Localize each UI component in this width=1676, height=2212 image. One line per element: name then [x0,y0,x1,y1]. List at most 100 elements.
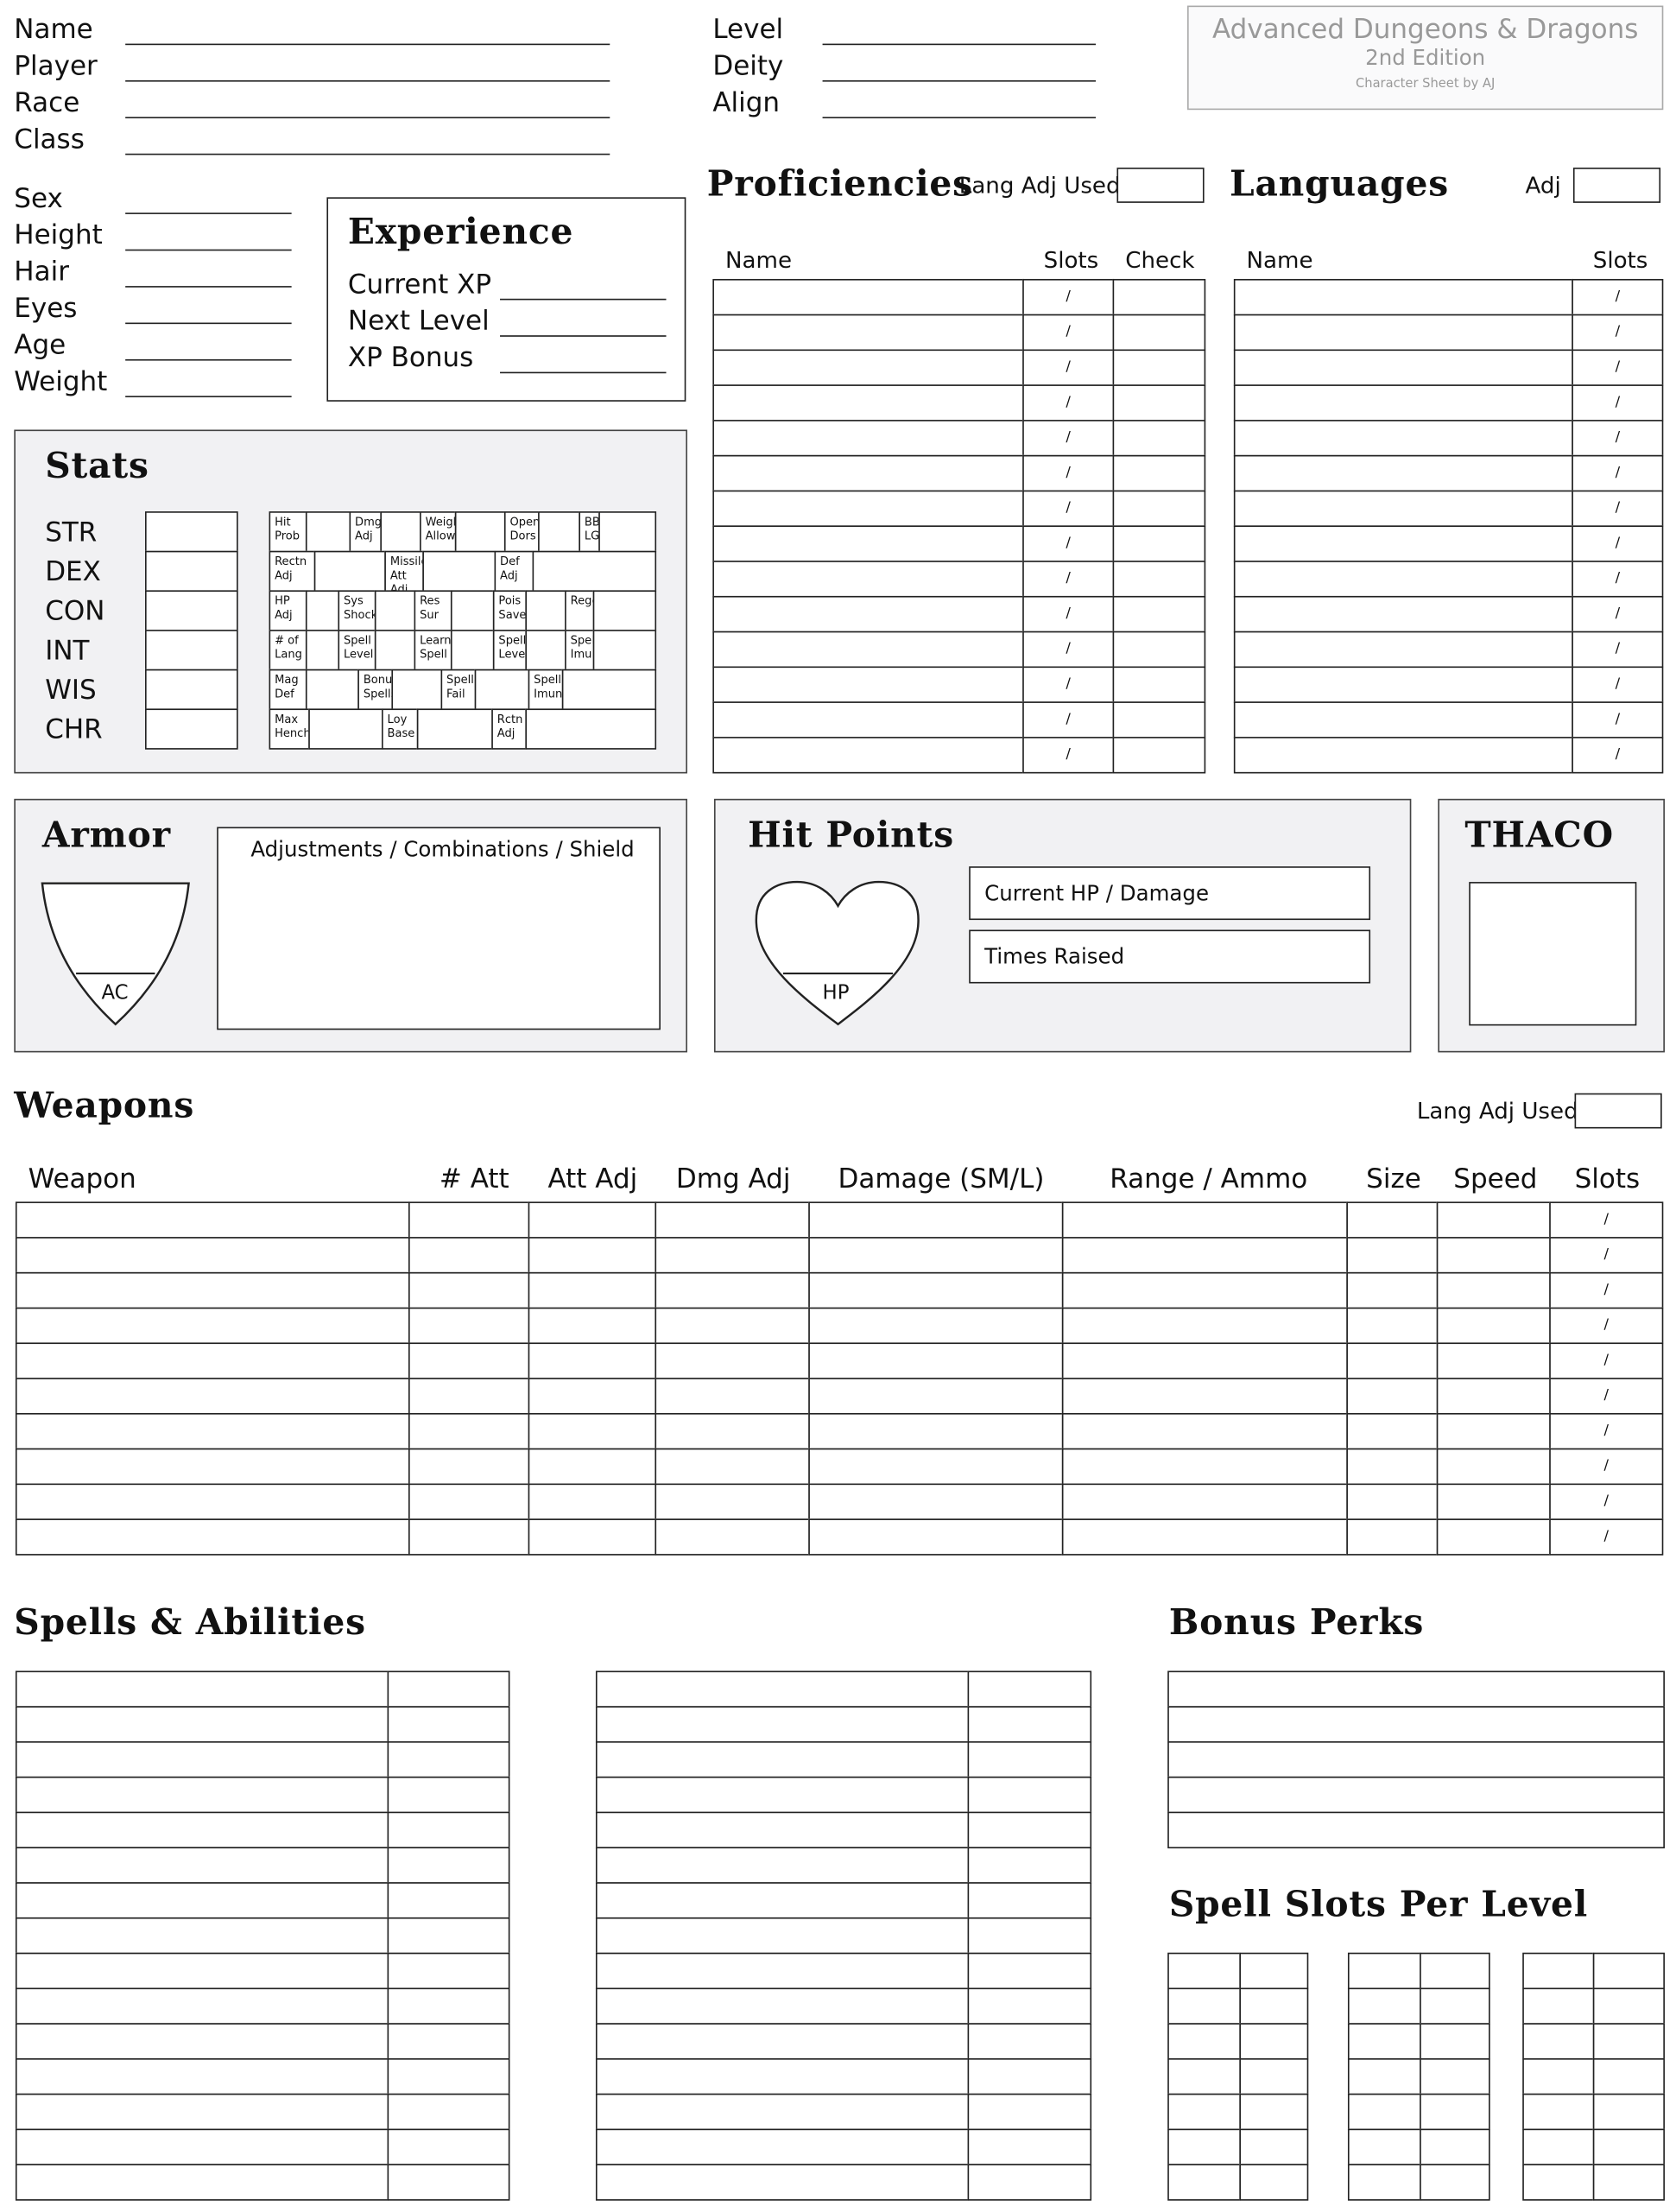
spell-slots-a-cell[interactable] [1239,2023,1309,2060]
spell-slots-b-cell[interactable] [1420,1952,1490,1990]
weapon-cell[interactable] [1061,1483,1348,1520]
spells-right-cell[interactable] [595,1987,970,2025]
spells-right-cell[interactable] [595,1952,970,1990]
stat-sub-value[interactable] [305,630,340,671]
weapon-cell[interactable] [1346,1342,1439,1379]
weapon-cell[interactable] [1346,1518,1439,1556]
weapon-cell[interactable] [528,1518,657,1556]
spells-left-cell[interactable] [15,1987,389,2025]
weapons-lang-adj-input[interactable] [1574,1093,1662,1129]
weapon-cell[interactable]: / [1549,1307,1664,1345]
spells-right-cell[interactable] [967,1706,1092,1743]
weapon-cell[interactable] [1346,1483,1439,1520]
prof-lang-adj-input[interactable] [1116,168,1205,203]
stat-sub-value[interactable] [538,511,581,553]
spells-right-cell[interactable] [595,2164,970,2201]
spells-left-cell[interactable] [15,1882,389,1919]
lang-cell[interactable] [1233,278,1573,316]
weapon-cell[interactable] [1346,1201,1439,1239]
spells-left-cell[interactable] [387,1952,510,1990]
prof-cell[interactable]: / [1022,561,1115,598]
spell-slots-c-cell[interactable] [1522,2023,1595,2060]
weapon-cell[interactable] [528,1412,657,1450]
spells-left-cell[interactable] [387,1741,510,1778]
field-line-age[interactable] [125,358,292,361]
lang-cell[interactable]: / [1572,314,1664,352]
weapon-cell[interactable] [655,1342,810,1379]
prof-cell[interactable] [712,454,1024,492]
weapon-cell[interactable] [408,1237,530,1274]
prof-cell[interactable] [1112,631,1206,669]
weapon-cell[interactable] [655,1378,810,1415]
stat-sub-value[interactable] [525,590,566,631]
stat-sub-value[interactable] [450,630,495,671]
spells-left-cell[interactable] [15,1811,389,1849]
stat-sub-value[interactable] [525,708,657,750]
weapon-cell[interactable] [808,1518,1064,1556]
field-line-align[interactable] [822,117,1096,119]
spell-slots-a-cell[interactable] [1239,2128,1309,2166]
spell-slots-b-cell[interactable] [1347,2093,1421,2131]
weapon-cell[interactable] [1061,1518,1348,1556]
bonus-perks-cell[interactable] [1167,1670,1665,1708]
stat-sub-value[interactable] [454,511,506,553]
lang-cell[interactable] [1233,701,1573,738]
spell-slots-b-cell[interactable] [1347,2128,1421,2166]
weapon-cell[interactable] [408,1483,530,1520]
prof-cell[interactable] [1112,314,1206,352]
spell-slots-c-cell[interactable] [1522,2164,1595,2201]
spells-left-cell[interactable] [15,2128,389,2166]
armor-adjustments-box[interactable]: Adjustments / Combinations / Shield [217,827,661,1030]
spells-right-cell[interactable] [595,1882,970,1919]
spells-left-cell[interactable] [15,2093,389,2131]
spells-left-cell[interactable] [387,2093,510,2131]
spell-slots-c-cell[interactable] [1522,2058,1595,2095]
prof-cell[interactable]: / [1022,349,1115,386]
prof-cell[interactable] [1112,666,1206,703]
weapon-cell[interactable] [528,1307,657,1345]
spell-slots-b-cell[interactable] [1420,2128,1490,2166]
spells-left-cell[interactable] [15,1847,389,1884]
spell-slots-c-cell[interactable] [1522,1987,1595,2025]
lang-cell[interactable]: / [1572,701,1664,738]
xp-line-1[interactable] [500,335,667,337]
weapon-cell[interactable] [1061,1342,1348,1379]
prof-cell[interactable] [1112,525,1206,562]
spells-right-cell[interactable] [967,1987,1092,2025]
weapon-cell[interactable] [1436,1378,1551,1415]
bonus-perks-cell[interactable] [1167,1776,1665,1814]
spells-right-cell[interactable] [967,2023,1092,2060]
weapon-cell[interactable] [408,1378,530,1415]
spells-left-cell[interactable] [387,1706,510,1743]
lang-cell[interactable] [1233,314,1573,352]
stat-sub-value[interactable] [561,669,657,711]
weapon-cell[interactable] [15,1237,410,1274]
weapon-cell[interactable]: / [1549,1483,1664,1520]
weapon-cell[interactable] [808,1237,1064,1274]
spells-left-cell[interactable] [387,2023,510,2060]
field-line-weight[interactable] [125,396,292,397]
lang-cell[interactable] [1233,454,1573,492]
weapon-cell[interactable] [408,1518,530,1556]
weapon-cell[interactable]: / [1549,1342,1664,1379]
prof-cell[interactable]: / [1022,454,1115,492]
bonus-perks-cell[interactable] [1167,1741,1665,1778]
field-line-race[interactable] [125,117,610,119]
lang-cell[interactable]: / [1572,420,1664,457]
prof-cell[interactable] [1112,420,1206,457]
spells-right-cell[interactable] [967,1847,1092,1884]
stat-sub-value[interactable] [313,550,386,593]
spells-right-cell[interactable] [967,1952,1092,1990]
prof-cell[interactable] [712,595,1024,633]
prof-cell[interactable] [1112,349,1206,386]
lang-cell[interactable]: / [1572,595,1664,633]
weapon-cell[interactable] [408,1342,530,1379]
prof-cell[interactable] [1112,737,1206,774]
weapon-cell[interactable] [1061,1412,1348,1450]
weapon-cell[interactable] [655,1271,810,1309]
prof-cell[interactable] [712,561,1024,598]
spell-slots-b-cell[interactable] [1420,2093,1490,2131]
weapon-cell[interactable] [1346,1237,1439,1274]
weapon-cell[interactable]: / [1549,1412,1664,1450]
weapon-cell[interactable] [808,1448,1064,1486]
